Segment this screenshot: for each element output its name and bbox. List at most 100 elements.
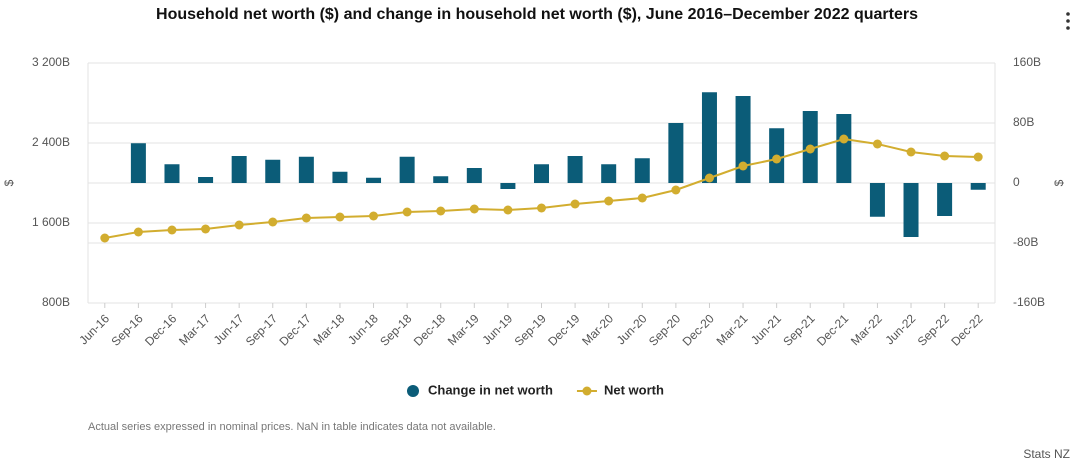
legend-marker [407, 385, 419, 397]
bar [836, 114, 852, 183]
bar [735, 96, 751, 183]
bar [433, 176, 449, 183]
line-point [469, 204, 479, 214]
menu-button[interactable] [1066, 12, 1070, 30]
line-point [704, 173, 714, 183]
line-point [906, 147, 916, 157]
bar [668, 123, 684, 183]
y2-tick-label: -80B [1013, 235, 1038, 249]
x-tick-label: Jun-19 [479, 311, 515, 347]
bar [869, 183, 885, 217]
y2-tick-label: 80B [1013, 115, 1034, 129]
menu-dot[interactable] [1066, 19, 1070, 23]
x-tick-label: Dec-22 [948, 311, 985, 348]
chart-title: Household net worth ($) and change in ho… [156, 6, 918, 23]
line-point [973, 152, 983, 162]
bar [534, 164, 549, 183]
x-tick-label: Sep-20 [646, 311, 683, 348]
x-tick-label: Dec-21 [814, 311, 851, 348]
line-point [234, 220, 244, 230]
bar [332, 171, 348, 183]
bar [164, 164, 180, 183]
y-tick-label: 1 600B [32, 215, 70, 229]
bar [231, 156, 247, 183]
menu-dot[interactable] [1066, 26, 1070, 30]
source: Stats NZ [1023, 447, 1070, 461]
x-tick-label: Sep-16 [108, 311, 145, 348]
line-point [570, 199, 580, 209]
footnote: Actual series expressed in nominal price… [88, 421, 496, 433]
line-point [402, 207, 412, 217]
x-tick-label: Mar-17 [176, 311, 213, 348]
x-tick-label: Mar-19 [445, 311, 482, 348]
line-point [537, 203, 546, 213]
x-tick-label: Jun-22 [883, 311, 919, 347]
x-tick-label: Mar-18 [311, 311, 348, 348]
bar [198, 177, 214, 183]
legend-label: Change in net worth [428, 382, 553, 397]
y2-tick-label: -160B [1013, 295, 1045, 309]
x-tick-label: Jun-18 [345, 311, 381, 347]
bar [466, 168, 482, 183]
bar [601, 164, 617, 183]
line-point [872, 139, 882, 149]
line-point [201, 224, 211, 234]
bar [399, 156, 415, 183]
line-point [100, 233, 110, 243]
y2-axis-label: $ [1052, 179, 1066, 186]
x-tick-label: Dec-19 [545, 311, 582, 348]
y-tick-label: 800B [42, 295, 70, 309]
legend-label: Net worth [604, 382, 664, 397]
x-tick-label: Dec-16 [142, 311, 179, 348]
x-tick-label: Sep-17 [243, 311, 280, 348]
line-point [671, 185, 681, 195]
bar [265, 159, 281, 183]
x-tick-label: Jun-16 [76, 311, 112, 347]
line-point [604, 196, 614, 206]
line-point [268, 217, 278, 227]
line-point [133, 227, 143, 237]
x-tick-label: Mar-22 [848, 311, 885, 348]
y-axis-label: $ [2, 179, 16, 186]
line-point [335, 212, 345, 222]
line-point [839, 134, 849, 144]
y2-tick-label: 0 [1013, 175, 1020, 189]
bar [130, 143, 146, 183]
bar [366, 177, 382, 183]
x-tick-label: Jun-17 [211, 311, 247, 347]
line-point [436, 206, 446, 216]
line-point [772, 154, 782, 164]
line-point [301, 213, 311, 223]
x-tick-label: Jun-21 [748, 311, 784, 347]
x-tick-label: Sep-22 [915, 311, 952, 348]
x-tick-label: Dec-17 [276, 311, 313, 348]
line-point [369, 211, 379, 221]
x-tick-label: Mar-21 [714, 311, 751, 348]
bar [298, 156, 314, 183]
bar [970, 183, 986, 190]
y2-tick-label: 160B [1013, 55, 1041, 69]
x-tick-label: Sep-21 [780, 311, 817, 348]
x-tick-label: Dec-18 [411, 311, 448, 348]
bar [903, 183, 919, 237]
bar [937, 183, 953, 216]
line-point [805, 144, 815, 154]
bar [701, 92, 717, 183]
bar [567, 156, 583, 183]
legend-marker [582, 386, 592, 396]
line-point [503, 205, 513, 215]
x-tick-label: Sep-18 [377, 311, 414, 348]
bar [634, 158, 650, 183]
x-tick-label: Jun-20 [614, 311, 650, 347]
x-tick-label: Mar-20 [579, 311, 616, 348]
menu-dot[interactable] [1066, 12, 1070, 16]
line-point [738, 161, 748, 171]
line-point [940, 151, 950, 161]
line-point [167, 225, 177, 235]
line-point [637, 193, 647, 203]
x-tick-label: Dec-20 [680, 311, 717, 348]
y-tick-label: 3 200B [32, 55, 70, 69]
y-tick-label: 2 400B [32, 135, 70, 149]
bar [500, 183, 516, 189]
